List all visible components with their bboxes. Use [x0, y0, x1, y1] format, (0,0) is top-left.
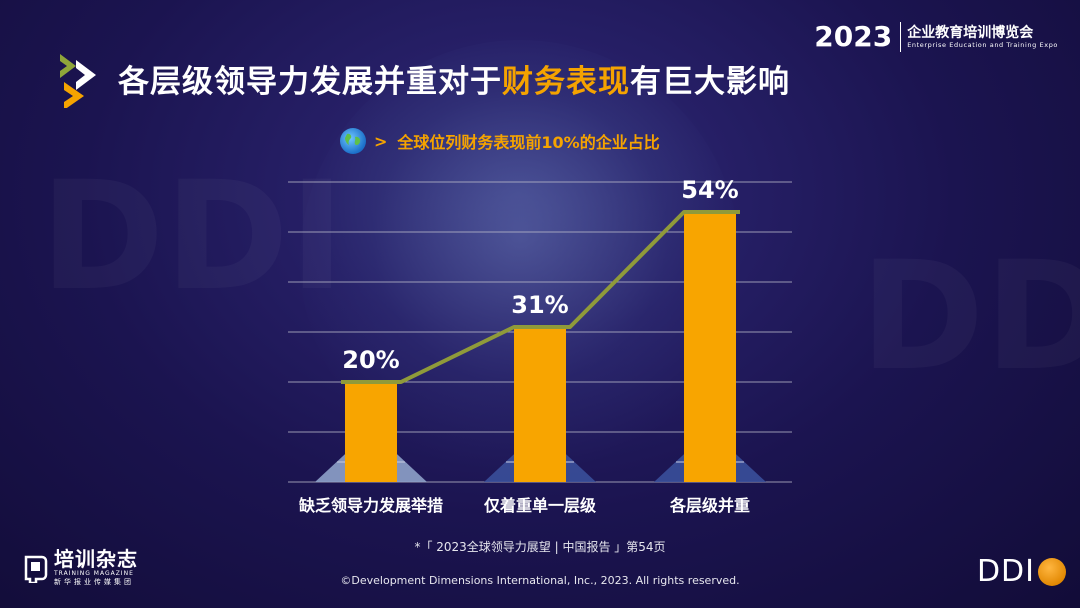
bar [345, 382, 397, 482]
bar [684, 212, 736, 482]
copyright: ©Development Dimensions International, I… [340, 574, 740, 587]
bar [514, 327, 566, 482]
chart-bars [345, 212, 736, 482]
chart-connecting-line [341, 210, 740, 384]
training-magazine-en: TRAINING MAGAZINE [54, 570, 134, 577]
expo-year: 2023 [814, 20, 893, 53]
chart-subtitle: 全球位列财务表现前10%的企业占比 [397, 133, 660, 152]
footnote: *「 2023全球领导力展望 | 中国报告 」第54页 [414, 540, 666, 554]
ddi-ball-icon [1038, 557, 1066, 586]
training-magazine-cn: 培训杂志 [54, 547, 138, 571]
category-label: 缺乏领导力发展举措 [299, 496, 443, 515]
chart-subtitle-row: > 全球位列财务表现前10%的企业占比 [340, 128, 660, 154]
value-label: 31% [511, 291, 568, 319]
chevron-right-icon: > [374, 131, 388, 151]
globe-icon [340, 128, 366, 154]
chart-category-labels: 缺乏领导力发展举措 仅着重单一层级 各层级并重 [299, 496, 750, 515]
category-label: 仅着重单一层级 [483, 496, 597, 515]
title-highlight: 财务表现 [502, 63, 630, 100]
value-label: 54% [681, 176, 738, 204]
expo-logo: 2023 企业教育培训博览会 Enterprise Education and … [814, 20, 1058, 53]
chevron-logo-icon [60, 54, 96, 108]
series-line [341, 210, 740, 384]
expo-name-cn: 企业教育培训博览会 [907, 24, 1034, 41]
page-title: 各层级领导力发展并重对于财务表现有巨大影响 [118, 63, 790, 100]
training-magazine-sub: 新华报业传媒集团 [54, 578, 134, 586]
chart-value-labels: 20% 31% 54% [342, 176, 738, 374]
title-row: 各层级领导力发展并重对于财务表现有巨大影响 [56, 48, 790, 108]
training-magazine-logo: 培训杂志 TRAINING MAGAZINE 新华报业传媒集团 [22, 548, 138, 587]
expo-separator [900, 21, 902, 52]
expo-name-en: Enterprise Education and Training Expo [907, 40, 1058, 49]
magazine-head-icon [24, 555, 48, 583]
category-label: 各层级并重 [669, 496, 750, 515]
ddi-text: DDI [976, 554, 1035, 589]
value-label: 20% [342, 346, 399, 374]
ddi-logo: DDI [977, 554, 1066, 589]
